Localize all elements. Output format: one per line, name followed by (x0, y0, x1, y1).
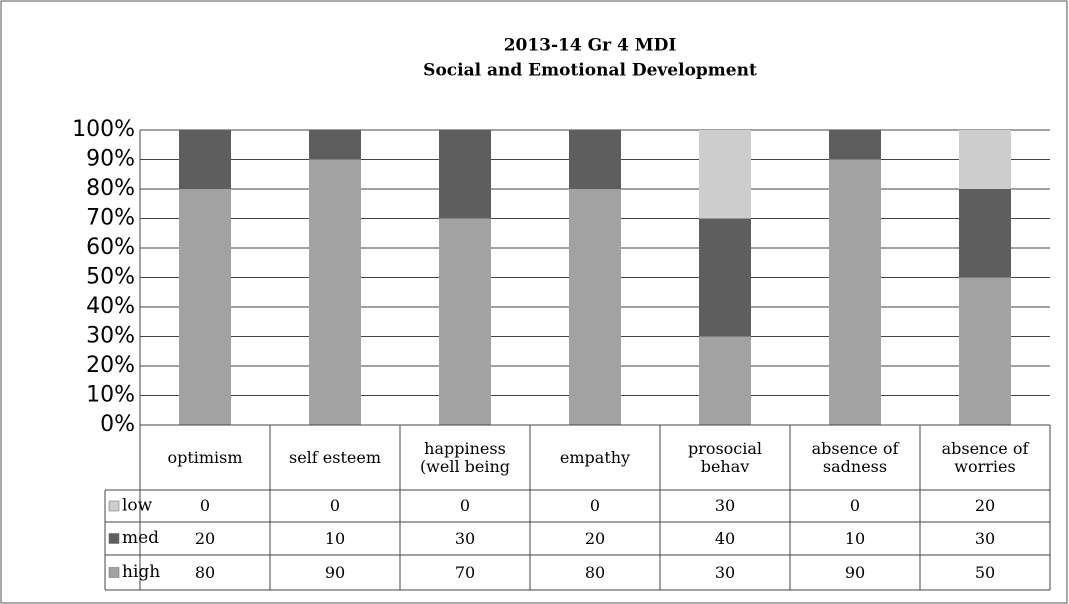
table-value: 90 (844, 562, 866, 582)
category-label-box: absence of sadness (811, 438, 899, 476)
bar-segment (829, 159, 881, 425)
bar-segment (309, 130, 361, 160)
table-value-box: 10 (324, 528, 346, 548)
table-value: 50 (974, 562, 996, 582)
category-label: optimism (167, 447, 243, 467)
table-value-box: 90 (324, 562, 346, 582)
y-tick-label: 100% (72, 117, 135, 142)
table-value-box: 70 (454, 562, 476, 582)
category-label-box: absence of worries (941, 438, 1029, 476)
category-label: prosocial behav (687, 438, 763, 476)
category-label-box: prosocial behav (687, 438, 763, 476)
table-value-box: 50 (974, 562, 996, 582)
legend-label: low (122, 496, 153, 516)
table-value-box: 0 (199, 496, 211, 516)
bar-segment (699, 336, 751, 425)
bar-segment (959, 130, 1011, 189)
y-tick-label: 70% (86, 206, 135, 231)
table-value: 30 (974, 528, 996, 548)
table-value-box: 20 (584, 528, 606, 548)
table-value-box: 30 (974, 528, 996, 548)
table-value-box: 80 (194, 562, 216, 582)
table-value: 20 (584, 528, 606, 548)
table-value: 30 (454, 528, 476, 548)
y-tick-label: 60% (86, 235, 135, 260)
table-value-box: 30 (454, 528, 476, 548)
table-value: 10 (844, 528, 866, 548)
bar-segment (439, 130, 491, 219)
category-label-box: optimism (167, 447, 243, 467)
chart-subtitle: Social and Emotional Development (423, 61, 757, 81)
table-value: 0 (459, 496, 471, 516)
bar-segment (309, 159, 361, 425)
table-value-box: 80 (584, 562, 606, 582)
chart-title: 2013-14 Gr 4 MDI (504, 36, 677, 56)
table-value: 30 (714, 496, 736, 516)
table-value: 20 (974, 496, 996, 516)
y-tick-label: 80% (86, 176, 135, 201)
table-value-box: 40 (714, 528, 736, 548)
table-value: 20 (194, 528, 216, 548)
bar-segment (569, 189, 621, 425)
table-value-box: 0 (849, 496, 861, 516)
bar-segment (439, 218, 491, 425)
category-label-box: happiness (well being (419, 438, 511, 476)
bar-segment (179, 130, 231, 189)
table-value-box: 90 (844, 562, 866, 582)
y-tick-label: 10% (86, 383, 135, 408)
category-label: happiness (well being (419, 438, 511, 476)
category-label: absence of sadness (811, 438, 899, 476)
table-value-box: 0 (589, 496, 601, 516)
legend-swatch (108, 567, 120, 578)
category-label-box: self esteem (288, 447, 382, 467)
y-tick-label: 20% (86, 353, 135, 378)
table-value-box: 20 (194, 528, 216, 548)
table-value: 10 (324, 528, 346, 548)
category-label: absence of worries (941, 438, 1029, 476)
category-label-box: empathy (559, 447, 631, 467)
legend-label: high (122, 562, 160, 582)
legend-swatch (108, 500, 120, 512)
table-value: 0 (329, 496, 341, 516)
table-value-box: 30 (714, 562, 736, 582)
bar-segment (959, 277, 1011, 425)
table-value: 0 (589, 496, 601, 516)
table-value: 0 (849, 496, 861, 516)
y-tick-label: 0% (100, 412, 135, 437)
category-label: empathy (559, 447, 631, 467)
bar-segment (959, 189, 1011, 278)
legend-swatch (108, 533, 120, 544)
table-value: 80 (194, 562, 216, 582)
table-value: 40 (714, 528, 736, 548)
y-tick-label: 90% (86, 147, 135, 172)
table-value-box: 0 (459, 496, 471, 516)
table-value: 70 (454, 562, 476, 582)
table-value-box: 30 (714, 496, 736, 516)
table-value-box: 0 (329, 496, 341, 516)
table-value-box: 20 (974, 496, 996, 516)
y-tick-label: 50% (86, 265, 135, 290)
bar-segment (569, 130, 621, 189)
table-value-box: 10 (844, 528, 866, 548)
bar-segment (179, 189, 231, 425)
bar-segment (699, 218, 751, 337)
bar-segment (699, 130, 751, 219)
y-tick-label: 40% (86, 294, 135, 319)
table-value: 30 (714, 562, 736, 582)
table-value: 80 (584, 562, 606, 582)
category-label: self esteem (288, 447, 382, 467)
bar-segment (829, 130, 881, 160)
table-value: 0 (199, 496, 211, 516)
y-tick-label: 30% (86, 324, 135, 349)
table-value: 90 (324, 562, 346, 582)
legend-label: med (122, 528, 159, 548)
